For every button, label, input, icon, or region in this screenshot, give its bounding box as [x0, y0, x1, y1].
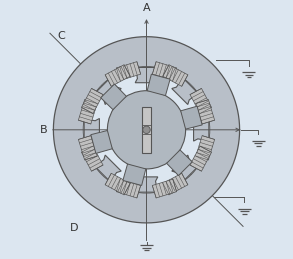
Polygon shape [95, 78, 121, 104]
Polygon shape [105, 65, 130, 86]
Polygon shape [194, 119, 209, 141]
Polygon shape [196, 136, 215, 160]
Text: A: A [143, 3, 150, 13]
Polygon shape [135, 67, 158, 83]
Polygon shape [101, 84, 126, 110]
Polygon shape [84, 119, 99, 141]
Polygon shape [123, 164, 146, 185]
Polygon shape [167, 150, 192, 176]
Polygon shape [116, 179, 141, 198]
Polygon shape [53, 37, 240, 223]
Polygon shape [147, 74, 170, 96]
Polygon shape [196, 100, 215, 124]
Polygon shape [91, 131, 112, 153]
Polygon shape [152, 62, 177, 80]
FancyBboxPatch shape [142, 106, 151, 153]
Polygon shape [78, 136, 97, 160]
Text: C: C [57, 31, 65, 41]
Polygon shape [172, 78, 198, 104]
Polygon shape [78, 100, 97, 124]
Polygon shape [190, 146, 212, 171]
Polygon shape [95, 155, 121, 182]
Polygon shape [190, 88, 212, 113]
Polygon shape [152, 179, 177, 198]
Polygon shape [81, 146, 103, 171]
Circle shape [143, 126, 150, 134]
Polygon shape [81, 88, 103, 113]
Polygon shape [135, 177, 158, 192]
Text: D: D [70, 223, 78, 233]
Polygon shape [163, 173, 188, 195]
Polygon shape [181, 106, 202, 129]
Text: O: O [150, 117, 156, 126]
Polygon shape [116, 62, 141, 80]
Polygon shape [172, 155, 198, 182]
Circle shape [108, 91, 185, 169]
Text: B: B [40, 125, 48, 135]
Polygon shape [105, 173, 130, 195]
Polygon shape [163, 65, 188, 86]
